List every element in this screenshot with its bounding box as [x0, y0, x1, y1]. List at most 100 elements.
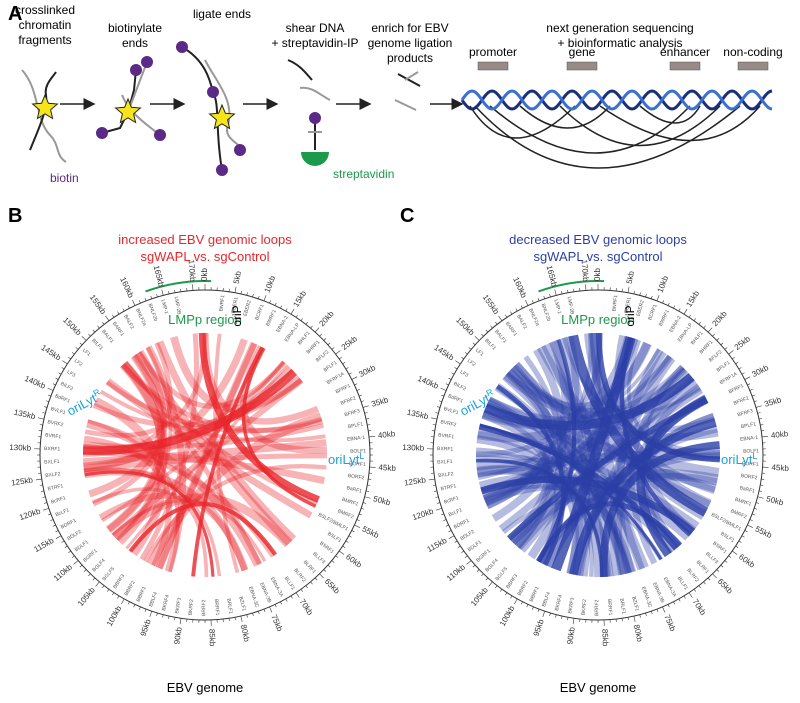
tick [759, 491, 762, 492]
tick [74, 561, 79, 565]
tick [646, 294, 647, 297]
tick [53, 384, 56, 385]
gene-label: BRLF1 [618, 598, 626, 615]
kb-label: 115kb [425, 536, 448, 554]
loop-arc [475, 106, 740, 168]
kb-label: 80kb [632, 624, 645, 643]
gene-label: BILF2 [452, 381, 467, 392]
gene-label: BARF1 [504, 321, 518, 338]
kb-label: 40kb [377, 429, 396, 440]
kb-label: 55kb [754, 524, 774, 540]
tick [640, 615, 641, 618]
gene-label: LF2 [466, 358, 477, 368]
tick [469, 348, 471, 350]
gene-label: BXLF1 [44, 459, 60, 466]
tick [657, 295, 659, 301]
tick [473, 343, 475, 345]
tick [151, 296, 152, 299]
tick [739, 367, 742, 369]
gene-label: BFLF2 [315, 349, 331, 363]
kb-label: 110kb [52, 562, 74, 583]
tick [134, 604, 135, 607]
gene-label: BHLF1 [690, 330, 705, 346]
biotin [96, 127, 108, 139]
tick [258, 296, 259, 299]
kb-label: 125kb [11, 475, 34, 487]
tick [80, 565, 82, 567]
tick [117, 596, 119, 599]
gene-label: BDLF1 [74, 539, 90, 553]
tick [112, 315, 114, 318]
tick [346, 541, 349, 543]
feature-box [567, 62, 597, 70]
tick [750, 389, 753, 390]
tick [306, 322, 308, 324]
gene-label: BNLF2a [134, 308, 147, 327]
tick [446, 384, 449, 385]
tick [679, 599, 680, 602]
step-label: shear DNA [286, 21, 345, 35]
gene-label: BBRF2 [517, 580, 530, 597]
tick [58, 373, 61, 374]
tick [458, 546, 461, 548]
tick [367, 424, 370, 425]
kb-label: 75kb [662, 613, 677, 633]
gene-label: BXRF1 [437, 446, 454, 453]
tick [56, 530, 59, 531]
tick [139, 300, 140, 303]
tick [98, 326, 100, 328]
gene-label: EBNA-2 [275, 315, 289, 334]
kb-label: 105kb [469, 585, 490, 608]
tick [561, 616, 562, 619]
tick [673, 306, 674, 309]
tick [736, 546, 739, 548]
tick [544, 296, 545, 299]
tick [449, 530, 452, 531]
tick [651, 611, 652, 614]
tick [241, 291, 242, 294]
tick [346, 367, 349, 369]
tick [76, 348, 78, 350]
streptavidin-label: streptavidin [333, 167, 394, 181]
dna-fragment [300, 88, 330, 100]
gene-label: BALF2 [515, 314, 528, 330]
dna-strand [102, 70, 136, 133]
gene-label: BTRF1 [440, 483, 457, 492]
gene-label: BPLF1 [740, 421, 756, 430]
tick [455, 361, 460, 364]
gene-label: BKRF4 [554, 594, 564, 611]
gene-label: BNRF1 [219, 294, 227, 311]
panel-caption: EBV genome [167, 680, 244, 695]
streptavidin-bead [301, 152, 329, 166]
tick [433, 485, 436, 486]
tick [628, 287, 629, 293]
tick [663, 300, 664, 303]
tick [689, 315, 691, 318]
tick [270, 607, 272, 613]
gene-label: BNLF2b [147, 303, 159, 322]
tick [72, 556, 74, 558]
biotin [234, 144, 246, 156]
dna-fragment [288, 60, 312, 80]
tick [561, 291, 562, 294]
kb-label: 5kb [625, 270, 636, 285]
kb-label: 40kb [770, 429, 789, 440]
tick [704, 326, 706, 328]
gene-label: BFRF2 [340, 395, 357, 406]
tick [361, 401, 364, 402]
tick [634, 291, 635, 294]
tick [646, 613, 647, 616]
tick [235, 617, 236, 620]
tick [762, 436, 768, 437]
tick [46, 401, 49, 402]
gene-label: BNRF1 [612, 294, 620, 311]
tick [349, 373, 352, 374]
tick [441, 388, 447, 390]
panel-title: sgWAPL vs. sgControl [533, 249, 662, 264]
tick [634, 616, 635, 622]
tick [510, 312, 512, 315]
tick [525, 300, 528, 305]
tick [72, 352, 74, 354]
step-label: biotinylate [108, 21, 162, 35]
tick [521, 306, 522, 309]
